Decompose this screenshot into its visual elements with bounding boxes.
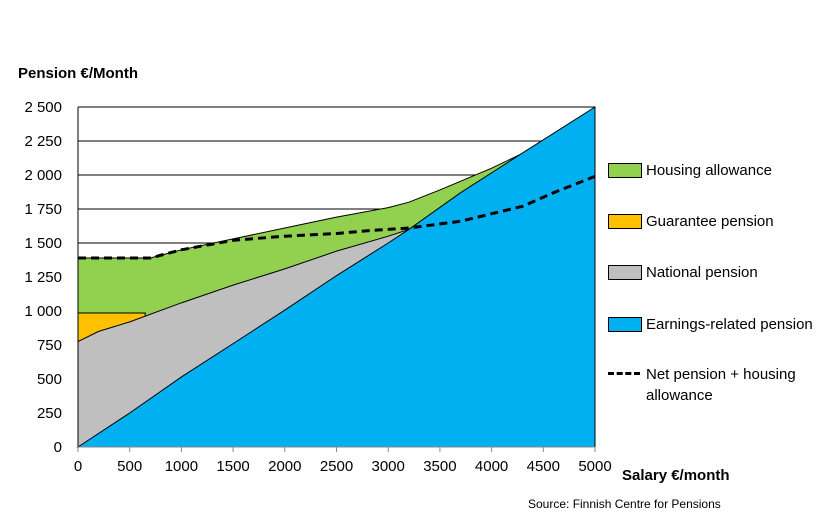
x-tick-label: 2000 xyxy=(268,458,301,475)
y-axis-title: Pension €/Month xyxy=(18,65,138,82)
y-tick-label: 0 xyxy=(54,439,62,456)
y-tick-label: 500 xyxy=(37,371,62,388)
y-tick-label: 2 000 xyxy=(24,167,62,184)
x-tick-label: 1500 xyxy=(216,458,249,475)
x-tick-label: 3500 xyxy=(423,458,456,475)
y-tick-label: 2 500 xyxy=(24,99,62,116)
legend-swatch xyxy=(608,214,642,229)
x-tick-label: 4500 xyxy=(527,458,560,475)
legend-label: Earnings-related pension xyxy=(646,316,813,333)
y-tick-label: 1 000 xyxy=(24,303,62,320)
y-tick-label: 1 750 xyxy=(24,201,62,218)
y-tick-label: 1 500 xyxy=(24,235,62,252)
x-tick-label: 0 xyxy=(74,458,82,475)
legend-label: National pension xyxy=(646,264,758,281)
x-tick-label: 5000 xyxy=(578,458,611,475)
legend-swatch xyxy=(608,265,642,280)
y-tick-label: 1 250 xyxy=(24,269,62,286)
x-tick-label: 1000 xyxy=(165,458,198,475)
legend-dash xyxy=(608,372,640,375)
x-tick-label: 4000 xyxy=(475,458,508,475)
x-tick-label: 3000 xyxy=(372,458,405,475)
net-pension-line xyxy=(78,174,596,260)
source-note: Source: Finnish Centre for Pensions xyxy=(528,497,721,511)
x-tick-label: 500 xyxy=(117,458,142,475)
y-tick-label: 750 xyxy=(37,337,62,354)
legend-label: Housing allowance xyxy=(646,162,772,179)
y-tick-label: 250 xyxy=(37,405,62,422)
x-tick-label: 2500 xyxy=(320,458,353,475)
legend-label: Guarantee pension xyxy=(646,213,774,230)
legend-swatch xyxy=(608,317,642,332)
legend-label: Net pension + housing allowance xyxy=(646,366,796,404)
x-axis-title: Salary €/month xyxy=(622,467,730,484)
y-tick-label: 2 250 xyxy=(24,133,62,150)
legend-swatch xyxy=(608,163,642,178)
area-earnings-related-pension xyxy=(76,106,596,448)
